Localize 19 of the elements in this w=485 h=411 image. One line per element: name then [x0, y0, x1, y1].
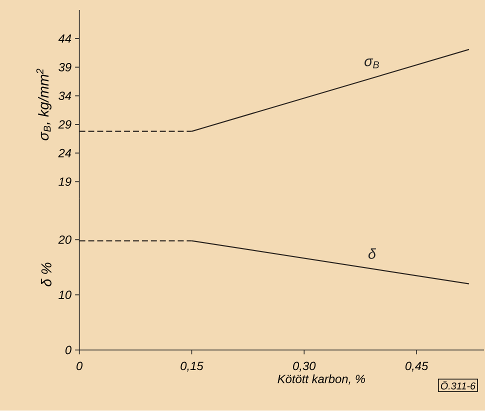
x-axis-title: Kötött karbon, %: [278, 374, 366, 385]
y-tick-label: 34: [58, 92, 72, 100]
x-tick-label: 0: [76, 362, 83, 370]
y-tick-label: 29: [58, 120, 72, 129]
x-tick-label: 0,45: [405, 362, 428, 372]
text: Ö.311-6: [440, 381, 476, 390]
y-tick-label: 20: [58, 236, 72, 244]
y-axis-title: δ %: [40, 262, 52, 286]
y-tick-label: 39: [58, 63, 72, 72]
y-tick-label: 10: [58, 290, 72, 300]
series-label: δ: [368, 248, 376, 260]
y-tick-label: 19: [58, 178, 72, 186]
x-tick-label: 0,30: [293, 362, 316, 372]
y-tick-label: 24: [58, 149, 72, 158]
y-tick-label: 0: [65, 346, 72, 354]
series-label: σ$_{B}$: [364, 58, 380, 68]
y-axis-title: σ$_{B}$, kg/mm$^{2}$: [36, 68, 52, 140]
y-tick-label: 44: [58, 34, 72, 43]
x-tick-label: 0,15: [180, 362, 204, 372]
